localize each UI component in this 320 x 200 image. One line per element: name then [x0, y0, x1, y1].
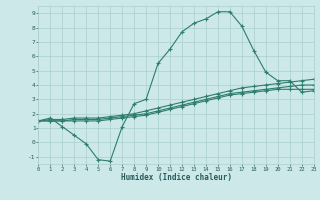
X-axis label: Humidex (Indice chaleur): Humidex (Indice chaleur)	[121, 173, 231, 182]
